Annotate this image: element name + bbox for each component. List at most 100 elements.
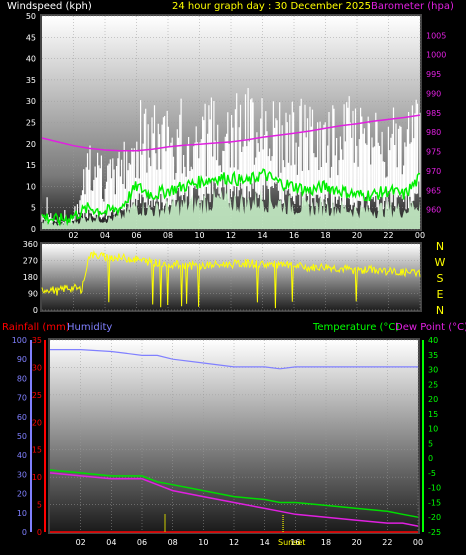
wind-tick-label: 0 (31, 225, 36, 234)
wind-tick-label: 10 (26, 182, 36, 191)
wind-x-tick-label: 02 (68, 231, 78, 240)
temperature-tick-label: 40 (428, 336, 438, 345)
baro-tick-label: 960 (426, 206, 441, 215)
wind-x-tick-label: 10 (194, 231, 204, 240)
rainfall-axis-title: Rainfall (mm) (2, 322, 70, 333)
direction-axes: 0 90 180 270 360 (23, 240, 38, 315)
humidity-tick-label: 0 (22, 528, 27, 537)
temp-x-tick-label: 22 (382, 538, 392, 547)
temp-x-tick-label: 00 (413, 538, 423, 547)
wind-tick-label: 20 (26, 140, 36, 149)
humidity-tick-label: 50 (17, 432, 27, 441)
wind-x-tick-label: 22 (383, 231, 393, 240)
compass-label: W (435, 256, 446, 269)
temperature-tick-label: 35 (428, 351, 438, 360)
temperature-tick-label: 15 (428, 410, 438, 419)
temp-x-tick-label: 02 (76, 538, 86, 547)
temperature-tick-label: -20 (428, 513, 441, 522)
temp-x-tick-label: 04 (106, 538, 116, 547)
wind-tick-label: 40 (26, 55, 36, 64)
humidity-line (50, 349, 418, 370)
barometer-line (41, 114, 421, 152)
wind-x-tick-label: 12 (226, 231, 236, 240)
humidity-tick-label: 90 (17, 355, 27, 364)
wind-tick-label: 15 (26, 161, 36, 170)
rainfall-tick-label: 20 (32, 418, 42, 427)
baro-tick-label: 970 (426, 167, 441, 176)
direction-line (41, 250, 421, 309)
baro-tick-label: 980 (426, 128, 441, 137)
sunset-label: Sunset (278, 538, 305, 547)
temperature-tick-label: 20 (428, 395, 438, 404)
graph-title: 24 hour graph day : 30 December 2025 (172, 1, 371, 12)
wind-tick-label: 35 (26, 76, 36, 85)
temp-x-tick-label: 12 (229, 538, 239, 547)
direction-tick-label: 360 (23, 240, 38, 249)
temperature-axis-title: Temperature (°C) (312, 322, 399, 333)
temp-series (49, 349, 419, 533)
baro-tick-label: 1000 (426, 51, 446, 60)
direction-tick-label: 90 (28, 290, 38, 299)
rainfall-tick-label: 35 (32, 336, 42, 345)
compass-label: E (437, 288, 444, 301)
wind-series (41, 88, 421, 229)
compass-label: S (437, 272, 444, 285)
temp-x-tick-label: 06 (137, 538, 147, 547)
direction-tick-label: 180 (23, 273, 38, 282)
humidity-tick-label: 60 (17, 413, 27, 422)
rainfall-tick-label: 15 (32, 446, 42, 455)
rainfall-tick-label: 5 (37, 501, 42, 510)
wind-x-tick-label: 06 (131, 231, 141, 240)
humidity-tick-label: 70 (17, 394, 27, 403)
humidity-tick-label: 100 (12, 336, 27, 345)
wind-axes: 0 5 10 15 20 25 30 35 40 45 50 960 965 970 975 980 985 99… (26, 12, 447, 240)
rainfall-tick-label: 0 (37, 528, 42, 537)
temp-x-tick-label: 14 (260, 538, 270, 547)
temperature-tick-label: 0 (428, 454, 433, 463)
temp-axes: 010203040506070809010005101520253035-25-… (12, 336, 441, 547)
temperature-tick-label: -25 (428, 528, 441, 537)
baro-tick-label: 995 (426, 70, 441, 79)
temperature-tick-label: -15 (428, 498, 441, 507)
wind-x-tick-label: 20 (352, 231, 362, 240)
rainfall-tick-label: 10 (32, 473, 42, 482)
temperature-tick-label: -5 (428, 469, 436, 478)
humidity-axis-title: Humidity (67, 322, 112, 333)
humidity-tick-label: 10 (17, 509, 27, 518)
temp-x-tick-label: 08 (168, 538, 178, 547)
direction-series (41, 250, 421, 309)
wind-axis-title: Windspeed (kph) (7, 1, 92, 12)
baro-axis-title: Barometer (hpa) (371, 1, 454, 12)
wind-x-tick-label: 00 (415, 231, 425, 240)
wind-tick-label: 45 (26, 33, 36, 42)
wind-x-tick-label: 18 (320, 231, 330, 240)
humidity-tick-label: 80 (17, 374, 27, 383)
baro-tick-label: 990 (426, 89, 441, 98)
dewpoint-axis-title: Dew Point (°C) (395, 322, 466, 333)
wind-tick-label: 25 (26, 119, 36, 128)
humidity-tick-label: 40 (17, 451, 27, 460)
temperature-tick-label: 25 (428, 380, 438, 389)
wind-x-tick-label: 04 (100, 231, 110, 240)
temperature-tick-label: 5 (428, 439, 433, 448)
compass-label: N (436, 240, 444, 253)
baro-tick-label: 1005 (426, 31, 446, 40)
temperature-line (49, 469, 419, 518)
direction-tick-label: 0 (33, 306, 38, 315)
rainfall-tick-label: 30 (32, 363, 42, 372)
humidity-tick-label: 20 (17, 490, 27, 499)
temperature-tick-label: 10 (428, 425, 438, 434)
wind-tick-label: 5 (31, 204, 36, 213)
compass-label: N (436, 304, 444, 317)
temperature-tick-label: 30 (428, 366, 438, 375)
baro-tick-label: 975 (426, 148, 441, 157)
baro-tick-label: 965 (426, 186, 441, 195)
wind-tick-label: 50 (26, 12, 36, 21)
temp-x-tick-label: 10 (198, 538, 208, 547)
wind-average-fill (42, 188, 420, 229)
wind-average-line (41, 168, 421, 227)
temperature-tick-label: -10 (428, 484, 441, 493)
